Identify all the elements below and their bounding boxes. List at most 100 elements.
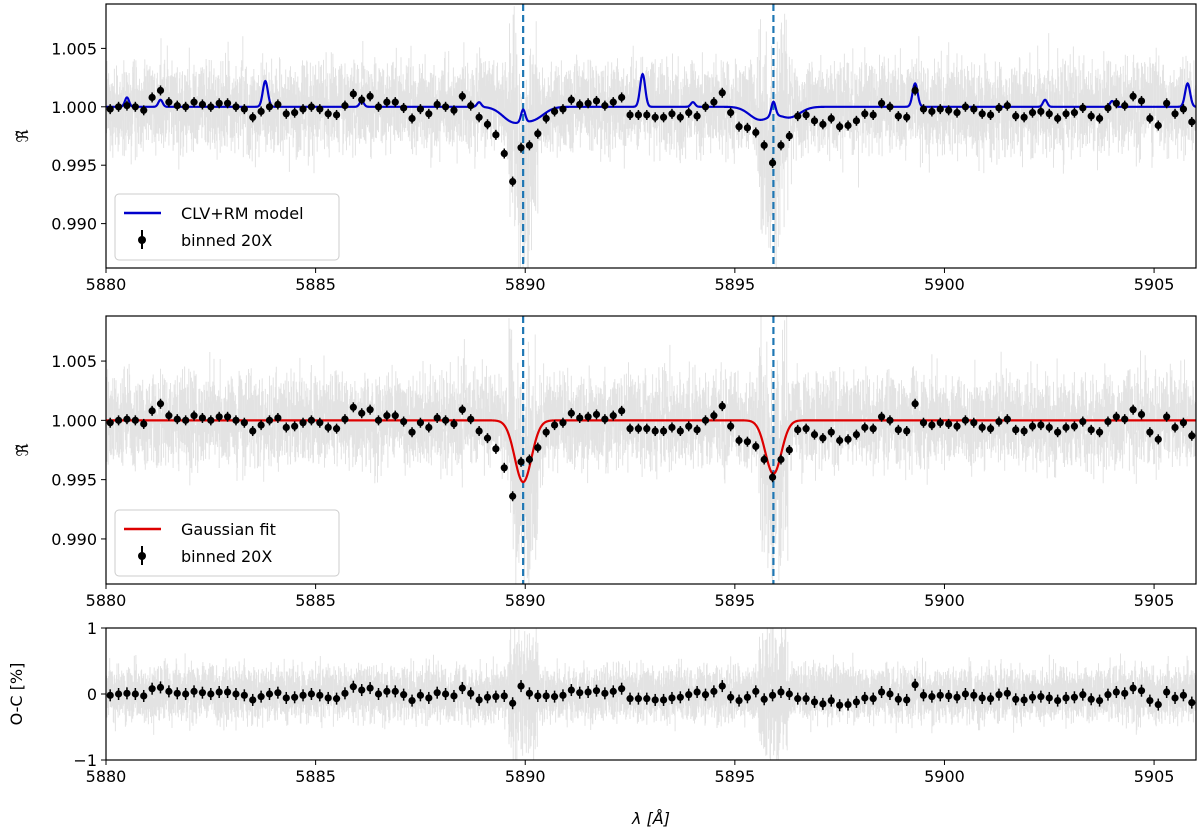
binned-point [852,698,861,706]
binned-point [106,105,114,113]
binned-point [215,688,223,696]
binned-point [743,124,752,132]
binned-point [659,113,668,121]
binned-point [307,103,316,111]
binned-point [542,428,550,436]
binned-point [668,423,676,432]
binned-point [928,107,936,116]
binned-point [223,99,232,107]
binned-point [1087,112,1095,120]
legend-point [138,552,146,560]
y-axis-label: ℜ̃ [13,443,32,457]
x-tick-label: 5890 [505,767,546,786]
binned-point [903,696,911,704]
binned-point [995,691,1003,699]
x-tick-label: 5905 [1134,767,1175,786]
binned-point [727,109,735,117]
binned-point [332,425,341,433]
binned-point [643,695,651,703]
binned-point [509,177,517,186]
binned-point [978,423,986,432]
binned-point [995,417,1003,426]
binned-point [1146,114,1154,123]
binned-point [1129,406,1137,414]
legend-frame [114,509,340,577]
binned-point [592,410,601,419]
binned-point [827,428,835,436]
binned-point [291,109,299,117]
binned-point [223,688,232,696]
binned-point [685,422,693,430]
binned-point [836,123,844,131]
y-axis-label: ℜ̃ [13,129,32,143]
binned-point [819,120,827,128]
x-tick-label: 5880 [86,591,127,610]
binned-point [1037,421,1045,429]
binned-point [1104,691,1112,699]
binned-point [1020,696,1028,704]
binned-point [970,419,978,427]
binned-point [576,689,584,697]
binned-point [1070,422,1079,430]
binned-point [249,427,257,435]
binned-point [710,412,718,420]
binned-point [1079,417,1087,426]
legend-frame [114,193,340,261]
binned-point [727,693,735,701]
binned-point [877,688,886,696]
binned-point [626,111,634,119]
binned-point [525,141,534,149]
binned-point [483,693,492,701]
binned-point [282,423,290,432]
binned-point [257,693,265,701]
binned-point [500,149,508,158]
binned-point [1012,695,1020,703]
binned-point [819,700,827,708]
binned-point [869,425,877,433]
binned-point [768,691,777,699]
binned-point [215,99,223,107]
binned-point [140,692,148,700]
binned-point [525,689,534,697]
binned-point [1171,110,1179,118]
x-tick-label: 5885 [295,591,336,610]
binned-point [182,103,190,111]
binned-point [752,687,760,695]
x-axis-label: λ [Å] [631,809,670,828]
binned-point [1171,694,1179,702]
binned-point [676,113,684,121]
binned-point [1070,693,1079,701]
binned-point [450,420,458,428]
binned-point [995,104,1003,112]
binned-point [240,105,248,113]
middle-panel: 5880 5885 5890 5895 5900 5905 0.990 0.995 1.000 1… [13,315,1197,610]
legend-gaussian-label: Gaussian fit [181,520,276,539]
axes-frame [105,315,1197,585]
binned-point [986,425,995,433]
binned-point [1028,693,1037,701]
binned-point [349,90,357,98]
binned-point [1121,415,1129,423]
binned-point [643,111,651,119]
binned-point [240,691,248,699]
binned-point [400,691,408,699]
binned-point [668,694,676,702]
binned-point [215,413,223,421]
binned-point [232,690,240,698]
binned-point [1087,426,1095,434]
binned-point [299,691,307,699]
binned-point [291,422,299,430]
binned-point [559,419,567,427]
binned-point [408,114,416,123]
binned-point [299,419,307,427]
binned-point [534,130,542,138]
binned-point [970,691,978,699]
binned-point [693,112,701,120]
binned-point [1079,104,1087,112]
binned-point [425,694,433,702]
x-tick-label: 5895 [714,275,755,294]
binned-point [1095,697,1104,705]
binned-point [131,690,139,698]
binned-point [886,103,894,111]
middle-legend: Gaussian fit binned 20X [114,509,340,577]
